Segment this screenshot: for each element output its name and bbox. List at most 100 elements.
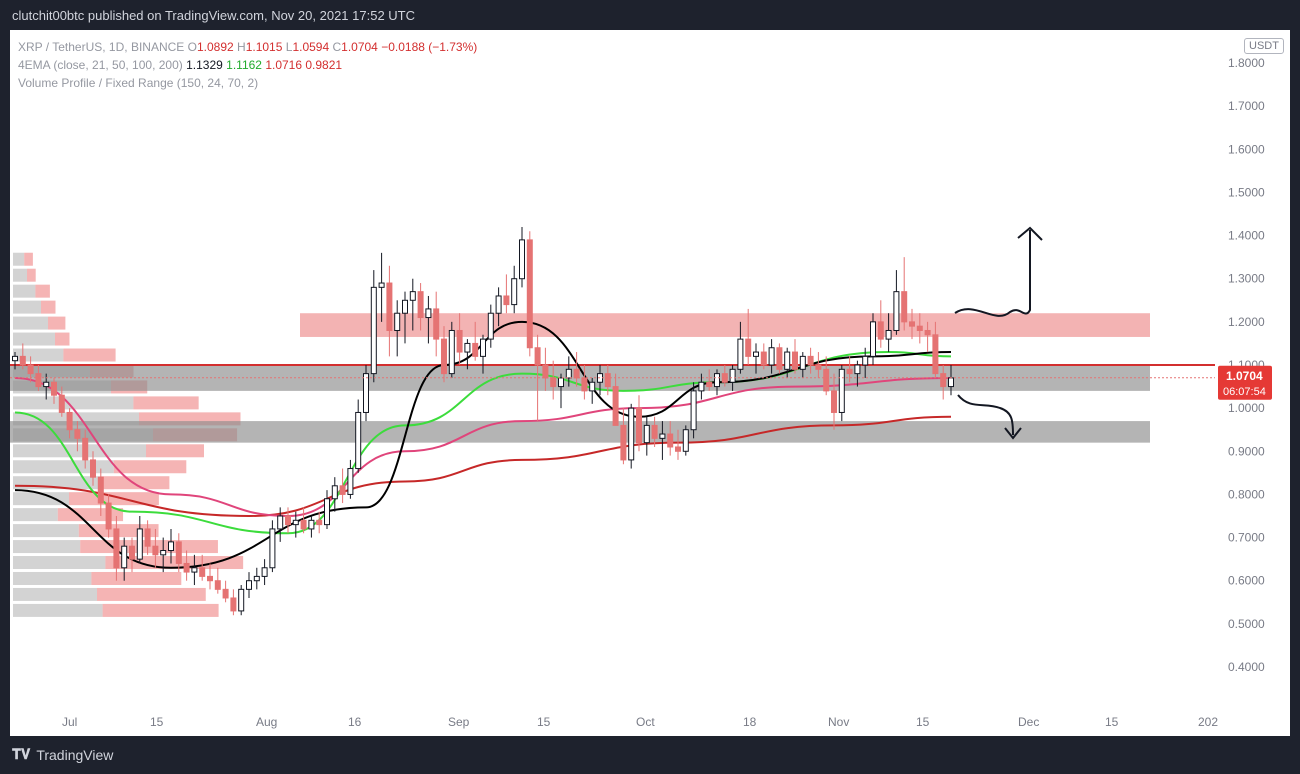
tradingview-logo-icon[interactable]: 𝐓𝐕	[12, 746, 31, 762]
x-tick-label: Dec	[1018, 715, 1039, 729]
candle-body	[831, 390, 837, 413]
candle-body	[675, 446, 681, 452]
price-chart[interactable]: 1.8000 1.7000 1.6000 1.5000 1.4000 1.3000 1.20…	[10, 30, 1290, 736]
y-tick-label: 0.7000	[1228, 531, 1265, 545]
symbol-row: XRP / TetherUS, 1D, BINANCE O1.0892 H1.1…	[18, 38, 477, 56]
candle-body	[916, 325, 923, 331]
candle-body	[924, 329, 931, 336]
publisher-header: clutchit00btc published on TradingView.c…	[12, 8, 415, 23]
candle-body	[620, 424, 627, 461]
x-tick-label: 18	[743, 715, 757, 729]
candle-body	[160, 550, 167, 556]
l-label: L	[285, 40, 293, 54]
y-tick-label: 1.0000	[1228, 401, 1265, 415]
candle-body	[885, 329, 892, 340]
y-tick-label: 0.4000	[1228, 660, 1265, 674]
y-tick-label: 1.8000	[1228, 56, 1265, 70]
candle-body	[792, 351, 798, 370]
chart-panel[interactable]: XRP / TetherUS, 1D, BINANCE O1.0892 H1.1…	[10, 30, 1290, 736]
volume-profile-down-bar	[24, 252, 33, 266]
y-tick-label: 0.9000	[1228, 444, 1265, 458]
candle-body	[542, 364, 549, 379]
candle-body	[464, 342, 471, 353]
h-value: 1.1015	[245, 40, 283, 54]
ema100-value: 1.0716	[265, 58, 303, 72]
y-tick-label: 1.5000	[1228, 185, 1265, 199]
candle-body	[612, 386, 619, 426]
x-tick-label: Aug	[256, 715, 277, 729]
candle-body	[799, 355, 806, 370]
candle-body	[753, 351, 759, 357]
candle-body	[12, 355, 18, 362]
volume-profile-down-bar	[69, 492, 159, 506]
candle-body	[339, 485, 346, 495]
candle-body	[183, 562, 190, 573]
l-value: 1.0594	[292, 40, 330, 54]
candle-body	[386, 282, 393, 331]
volume-profile-down-bar	[63, 348, 116, 362]
x-tick-label: 15	[537, 715, 551, 729]
candle-body	[409, 291, 416, 301]
candle-body	[487, 312, 494, 340]
candle-body	[144, 528, 151, 547]
candle-body	[363, 373, 369, 413]
candle-body	[760, 351, 767, 366]
candle-body	[121, 545, 128, 569]
candle-body	[43, 381, 50, 388]
price-badge-value: 1.0704	[1226, 369, 1263, 383]
candle-body	[519, 239, 525, 280]
candle-body	[355, 411, 362, 470]
volume-profile-down-bar	[27, 268, 36, 282]
candle-body	[581, 377, 588, 392]
candle-body	[456, 329, 463, 353]
volume-profile-up-bar	[13, 300, 41, 314]
ema21-line	[14, 320, 952, 569]
candle-body	[667, 433, 674, 448]
ema-row: 4EMA (close, 21, 50, 100, 200) 1.1329 1.…	[18, 56, 477, 74]
candle-body	[643, 424, 650, 444]
candle-body	[269, 528, 276, 569]
volume-profile-down-bar	[48, 316, 66, 330]
footer-brand[interactable]: TradingView	[36, 746, 114, 763]
y-tick-label: 1.7000	[1228, 99, 1265, 113]
x-tick-label: 202	[1198, 715, 1218, 729]
arrow-up-drawing	[954, 230, 1031, 317]
chart-legend: XRP / TetherUS, 1D, BINANCE O1.0892 H1.1…	[18, 38, 477, 92]
candle-body	[105, 502, 112, 530]
volume-profile-down-bar	[133, 396, 199, 410]
volume-profile-down-bar	[35, 284, 50, 298]
x-tick-label: Nov	[828, 715, 849, 729]
candle-body	[495, 295, 502, 314]
ema-label[interactable]: 4EMA (close, 21, 50, 100, 200)	[18, 58, 183, 72]
candle-body	[51, 381, 57, 396]
y-tick-label: 1.2000	[1228, 315, 1265, 329]
candle-body	[815, 364, 822, 370]
candle-body	[90, 459, 96, 478]
candle-body	[152, 545, 159, 556]
vp-label[interactable]: Volume Profile / Fixed Range (150, 24, 7…	[18, 76, 259, 90]
candle-body	[659, 433, 666, 439]
candle-body	[893, 291, 900, 331]
y-tick-label: 1.4000	[1228, 229, 1265, 243]
candle-body	[222, 588, 229, 599]
price-badge-countdown: 06:07:54	[1223, 386, 1266, 398]
currency-button[interactable]: USDT	[1244, 38, 1284, 54]
x-tick-label: Oct	[636, 715, 655, 729]
candle-body	[472, 342, 479, 357]
candle-body	[324, 498, 330, 526]
candle-body	[628, 407, 635, 461]
symbol-label[interactable]: XRP / TetherUS, 1D, BINANCE	[18, 40, 185, 54]
o-label: O	[187, 40, 197, 54]
y-tick-label: 1.3000	[1228, 272, 1265, 286]
o-value: 1.0892	[196, 40, 234, 54]
candle-body	[82, 437, 89, 461]
x-tick-label: 15	[150, 715, 164, 729]
candle-body	[35, 373, 42, 388]
resistance-zone	[300, 313, 1150, 337]
candle-body	[448, 329, 455, 375]
candle-body	[191, 567, 198, 573]
arrow-up-head	[1017, 226, 1043, 241]
candle-body	[729, 368, 736, 383]
x-tick-label: 15	[1105, 715, 1119, 729]
candle-body	[113, 528, 120, 569]
